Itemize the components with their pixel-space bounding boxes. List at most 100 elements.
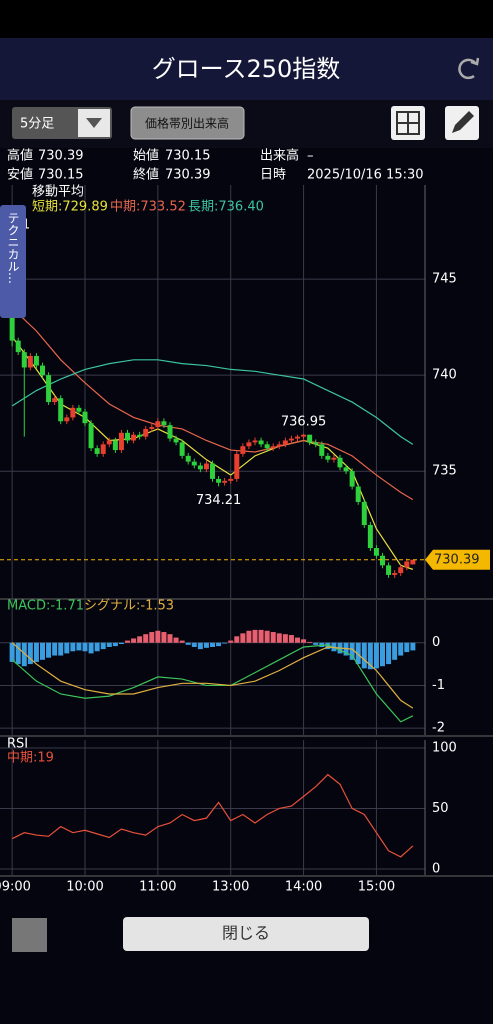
macd-bar xyxy=(380,642,385,667)
legend-entry: 短期:729.89 xyxy=(32,200,108,215)
indicator-line xyxy=(11,644,414,723)
indicator-line xyxy=(11,773,414,858)
info-value: 730.39 xyxy=(38,149,84,164)
macd-bar xyxy=(173,637,179,643)
candle-body xyxy=(76,407,82,412)
info-label: 日時 xyxy=(260,168,286,183)
x-tick-label: 10:00 xyxy=(66,880,103,895)
indicator-line xyxy=(11,642,414,709)
candle-body xyxy=(137,434,143,437)
refresh-icon[interactable] xyxy=(458,57,480,80)
macd-bar xyxy=(282,634,288,643)
technical-tab-text: テクニカル… xyxy=(6,212,20,284)
candle-body xyxy=(373,548,379,556)
y-tick-label: 740 xyxy=(432,368,457,383)
macd-bar xyxy=(398,642,404,656)
candle-body xyxy=(301,434,307,437)
macd-bar xyxy=(228,640,234,643)
macd-bar xyxy=(222,642,228,644)
current-price-badge xyxy=(425,549,490,570)
candle-body xyxy=(191,461,197,466)
info-value: 730.15 xyxy=(38,168,84,183)
macd-bar xyxy=(386,642,392,665)
candle-body xyxy=(161,421,167,426)
macd-bar xyxy=(270,632,276,643)
macd-bar xyxy=(234,636,240,643)
interval-text: 5分足 xyxy=(20,117,54,132)
info-label: 始値 xyxy=(133,148,159,164)
candle-body xyxy=(185,455,191,462)
close-button[interactable] xyxy=(123,917,369,951)
candle-body xyxy=(234,453,240,479)
candle-body xyxy=(21,352,27,368)
macd-bar xyxy=(21,642,27,667)
candle-body xyxy=(100,444,106,454)
candle-body xyxy=(179,442,185,456)
candle-body xyxy=(155,421,161,428)
candle-body xyxy=(270,446,276,449)
info-value: 730.15 xyxy=(165,149,211,164)
y-tick-label: -1 xyxy=(432,678,445,693)
x-tick-label: 09:00 xyxy=(0,880,31,895)
info-value: – xyxy=(307,149,314,164)
macd-bar xyxy=(185,642,191,645)
macd-bar xyxy=(76,642,82,651)
macd-bar xyxy=(106,642,112,647)
macd-bar xyxy=(179,640,185,643)
y-tick-label: 745 xyxy=(432,272,457,287)
macd-bar xyxy=(240,633,246,643)
candle-body xyxy=(222,480,228,483)
candle-body xyxy=(325,455,331,460)
macd-bar xyxy=(252,629,258,643)
x-tick-label: 14:00 xyxy=(285,880,322,895)
candle-body xyxy=(337,457,343,468)
macd-bar xyxy=(367,642,373,670)
macd-bar xyxy=(125,640,130,643)
candle-body xyxy=(197,465,203,470)
technical-tab[interactable] xyxy=(0,205,26,318)
candle-body xyxy=(392,573,398,575)
refresh-arrow xyxy=(470,57,480,66)
macd-bar xyxy=(258,629,264,643)
pencil-icon xyxy=(452,111,474,133)
candle-body xyxy=(52,398,58,403)
macd-legend: MACD:-1.71 xyxy=(7,599,84,614)
candle-body xyxy=(252,440,258,443)
macd-bar xyxy=(46,642,52,658)
macd-bar xyxy=(15,642,21,665)
macd-bar xyxy=(301,639,307,643)
macd-bar xyxy=(392,642,398,660)
info-label: 安値 xyxy=(7,167,33,183)
candle-body xyxy=(15,340,21,353)
macd-bar xyxy=(131,638,137,643)
candle-body xyxy=(33,355,39,366)
macd-bar xyxy=(404,642,410,653)
candle-body xyxy=(313,442,319,445)
candle-body xyxy=(276,444,282,447)
volume-profile-button[interactable] xyxy=(130,106,245,140)
macd-bar xyxy=(100,642,106,650)
status-bar xyxy=(0,0,493,38)
macd-bar xyxy=(246,630,252,643)
indicator-line xyxy=(11,307,414,501)
macd-bar xyxy=(94,642,100,652)
indicator-line xyxy=(11,336,414,570)
legend-entry: 長期:736.40 xyxy=(188,200,264,215)
rotate-icon[interactable] xyxy=(12,918,47,952)
candle-body xyxy=(367,525,373,549)
macd-bar xyxy=(112,642,118,647)
close-button-text: 閉じる xyxy=(222,924,270,943)
info-value: 730.39 xyxy=(165,168,211,183)
macd-bar xyxy=(191,642,197,647)
macd-bar xyxy=(143,634,149,643)
candle-body xyxy=(288,438,294,441)
macd-bar xyxy=(58,642,64,656)
legend-entry: 中期:733.52 xyxy=(110,200,186,215)
candle-body xyxy=(131,434,137,441)
macd-bar xyxy=(9,642,15,662)
candle-body xyxy=(307,434,313,443)
y-tick-label: 50 xyxy=(432,801,449,816)
macd-bar xyxy=(203,642,209,648)
y-tick-label: -2 xyxy=(432,721,445,736)
macd-bar xyxy=(288,635,294,643)
